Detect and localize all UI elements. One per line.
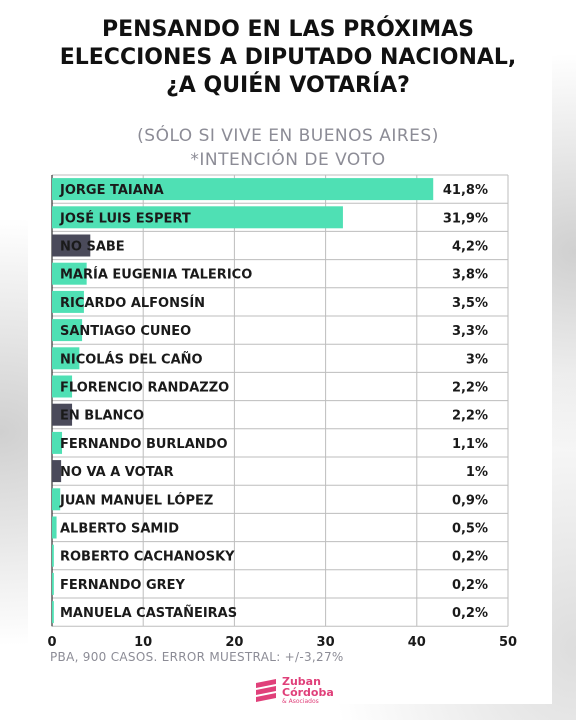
bar [52, 601, 54, 624]
category-label: FERNANDO BURLANDO [60, 437, 228, 452]
bar [52, 206, 343, 229]
subtitle-line-2: *INTENCIÓN DE VOTO [190, 150, 386, 170]
value-label: 0,2% [452, 578, 488, 593]
bar [52, 488, 61, 511]
value-label: 3,8% [452, 268, 488, 283]
title-line-1: PENSANDO EN LAS PRÓXIMAS [101, 17, 474, 42]
category-label: SANTIAGO CUNEO [60, 324, 191, 339]
bar [52, 178, 434, 201]
bar [52, 375, 73, 398]
bar [52, 234, 91, 257]
chart-subtitle: (SÓLO SI VIVE EN BUENOS AIRES) *INTENCIÓ… [0, 124, 576, 172]
bar [52, 403, 73, 426]
bar [52, 544, 54, 567]
category-label: MANUELA CASTAÑEIRAS [60, 605, 237, 621]
bar [52, 572, 54, 595]
value-label: 1% [466, 465, 488, 480]
value-label: 0,2% [452, 550, 488, 565]
category-label: NO VA A VOTAR [60, 465, 174, 480]
x-tick-label: 20 [225, 635, 243, 650]
value-label: 2,2% [452, 409, 488, 424]
value-label: 4,2% [452, 240, 488, 255]
bar [52, 290, 84, 313]
category-label: JUAN MANUEL LÓPEZ [59, 492, 213, 508]
bar [52, 431, 63, 454]
value-label: 41,8% [443, 183, 488, 198]
x-tick-label: 40 [408, 635, 426, 650]
value-label: 2,2% [452, 381, 488, 396]
category-label: FLORENCIO RANDAZZO [60, 381, 229, 396]
logo-word-1: Zuban [282, 675, 321, 688]
value-label: 31,9% [443, 211, 488, 226]
category-label: NO SABE [60, 240, 125, 255]
category-label: JORGE TAIANA [59, 183, 164, 198]
title-line-2: ELECCIONES A DIPUTADO NACIONAL, [59, 45, 517, 70]
bar [52, 460, 62, 483]
brand-logo: Zuban Córdoba & Asociados [254, 676, 334, 706]
chart-title: PENSANDO EN LAS PRÓXIMAS ELECCIONES A DI… [0, 16, 576, 100]
category-label: EN BLANCO [60, 409, 144, 424]
bar [52, 319, 83, 342]
logo-word-2: Córdoba [282, 686, 334, 699]
bar [52, 516, 57, 539]
sample-footnote: PBA, 900 CASOS. ERROR MUESTRAL: +/-3,27% [50, 650, 344, 664]
title-line-3: ¿A QUIÉN VOTARÍA? [166, 73, 410, 98]
category-label: MARÍA EUGENIA TALERICO [60, 267, 252, 283]
category-label: ROBERTO CACHANOSKY [60, 550, 235, 565]
value-label: 3,3% [452, 324, 488, 339]
x-tick-label: 50 [499, 635, 517, 650]
chart-card [28, 20, 552, 704]
value-label: 0,2% [452, 606, 488, 621]
category-label: FERNANDO GREY [60, 578, 186, 593]
value-label: 0,5% [452, 522, 488, 537]
category-label: JOSÉ LUIS ESPERT [59, 210, 191, 226]
bar [52, 347, 80, 370]
x-tick-label: 0 [47, 635, 56, 650]
logo-mark-icon [256, 679, 276, 702]
value-label: 3,5% [452, 296, 488, 311]
value-label: 3% [466, 352, 488, 367]
logo-tagline: & Asociados [282, 698, 319, 705]
value-label: 0,9% [452, 493, 488, 508]
x-tick-label: 10 [134, 635, 152, 650]
category-label: ALBERTO SAMID [60, 522, 179, 537]
value-label: 1,1% [452, 437, 488, 452]
category-label: RICARDO ALFONSÍN [60, 295, 205, 311]
bar [52, 262, 87, 285]
category-label: NICOLÁS DEL CAÑO [60, 351, 203, 367]
subtitle-line-1: (SÓLO SI VIVE EN BUENOS AIRES) [137, 126, 439, 146]
x-tick-label: 30 [317, 635, 335, 650]
